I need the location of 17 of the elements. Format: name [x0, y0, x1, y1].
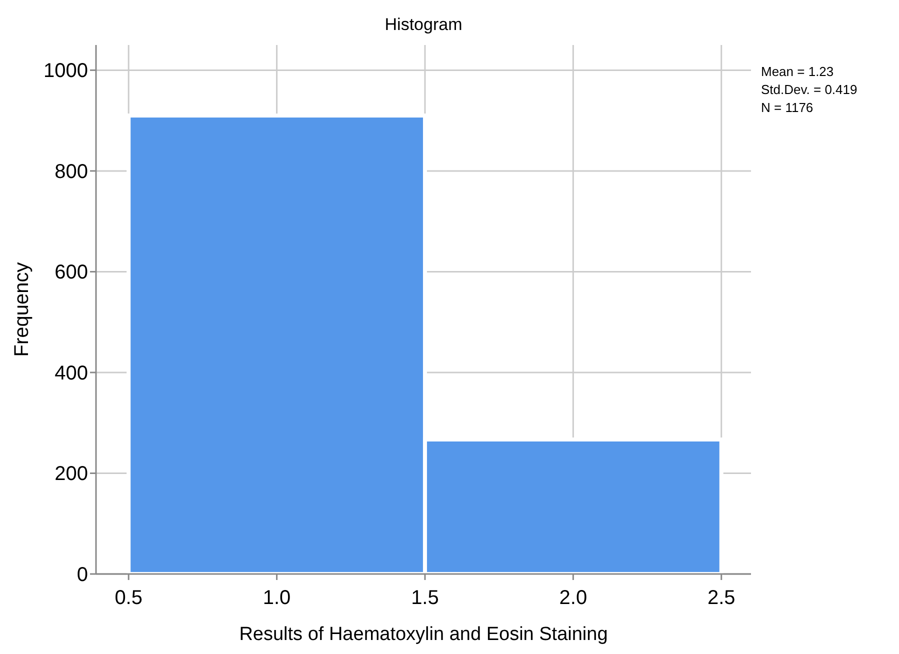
x-tick-label: 1.5 — [411, 587, 439, 609]
x-tick-label: 2.5 — [707, 587, 736, 609]
x-axis-title: Results of Haematoxylin and Eosin Staining — [239, 624, 608, 645]
y-axis-title: Frequency — [11, 262, 33, 357]
text: N = 1176 — [761, 100, 814, 115]
y-tick-label: 800 — [54, 160, 88, 183]
text: Mean = 1.23 — [761, 64, 834, 79]
x-tick-label: 0.5 — [114, 587, 143, 609]
y-tick-label: 200 — [54, 463, 88, 486]
x-tick-label: 1.0 — [262, 587, 291, 609]
y-tick-label: 1000 — [44, 60, 88, 82]
y-tick-label: 400 — [54, 362, 88, 384]
x-tick-label: 2.0 — [559, 587, 588, 609]
y-tick-label: 0 — [76, 564, 88, 586]
y-tick-label: 600 — [54, 262, 88, 284]
text: Std.Dev. = 0.419 — [761, 82, 858, 97]
chart-title: Histogram — [384, 15, 462, 34]
